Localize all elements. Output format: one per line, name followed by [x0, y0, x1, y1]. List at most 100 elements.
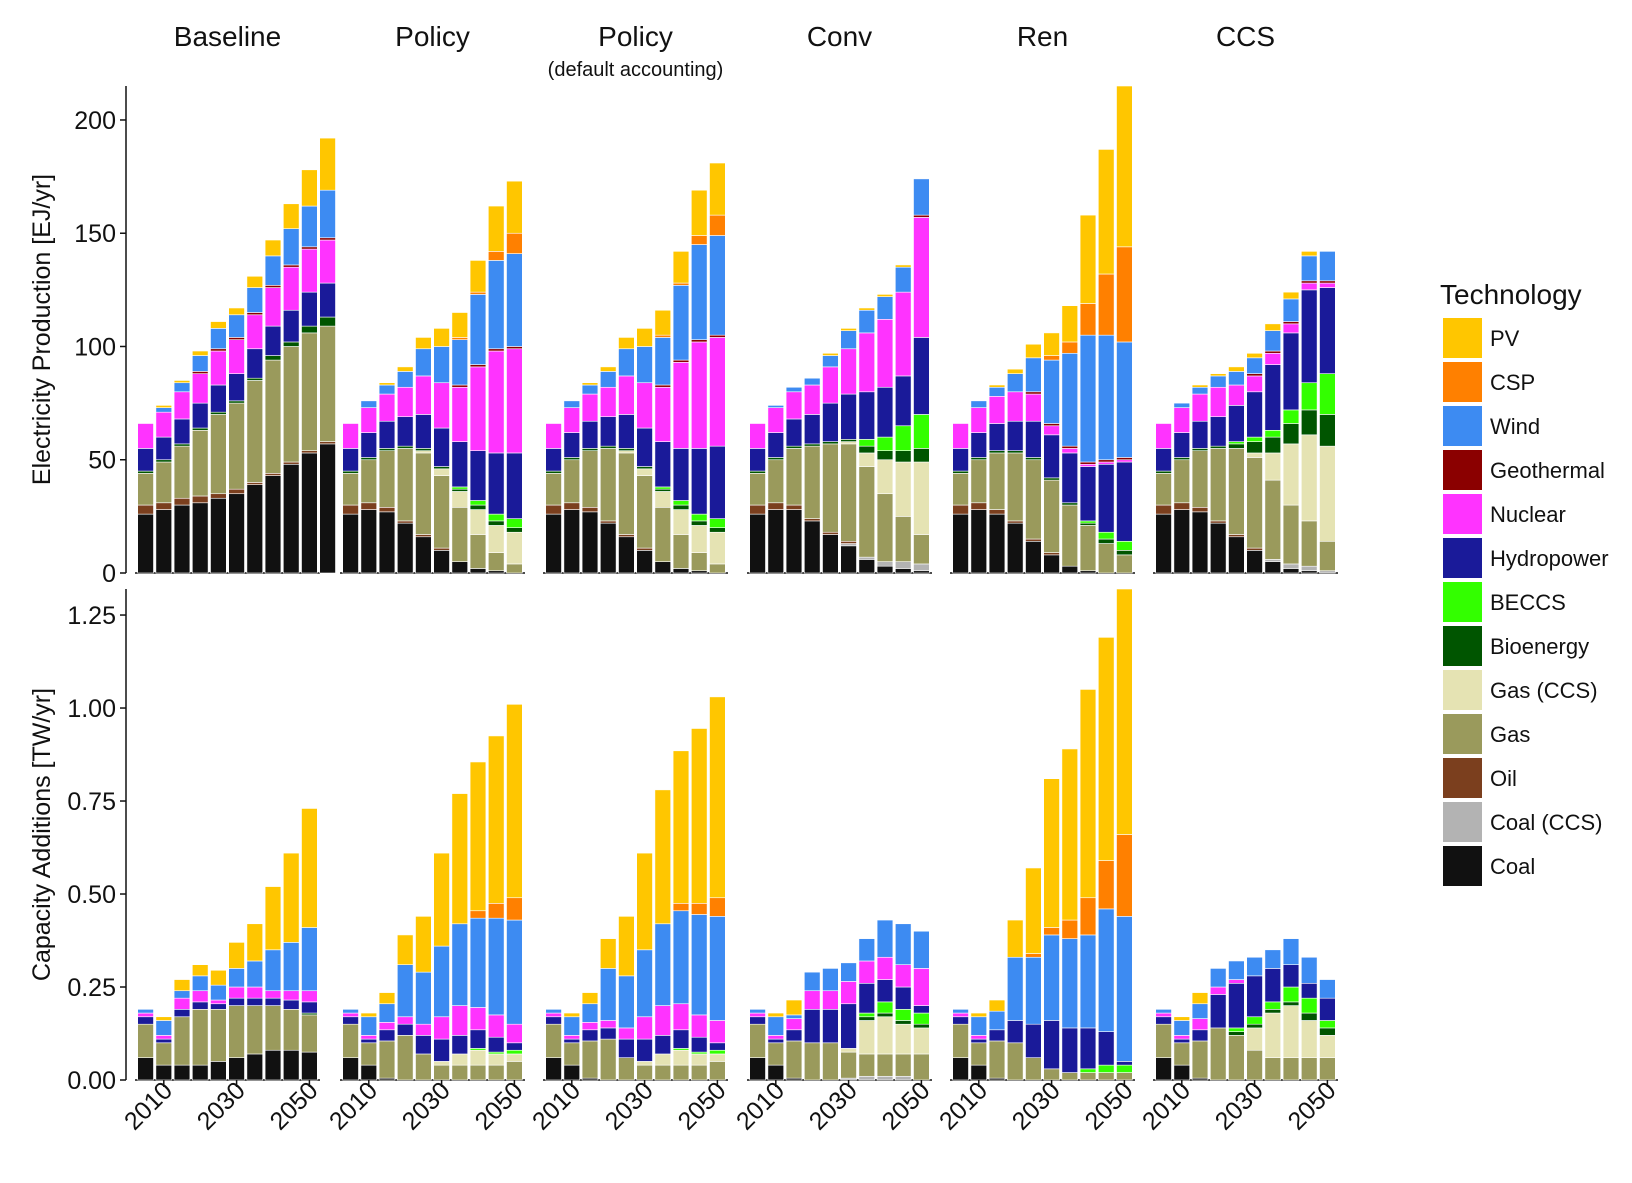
- bar-segment-policy-hydropower: [506, 1042, 523, 1051]
- legend-swatch-gas: [1443, 714, 1482, 754]
- bar-segment-policy-default-accounting-wind: [563, 1016, 581, 1036]
- bar-segment-policy-gas: [469, 1064, 487, 1081]
- bar-segment-ccs-nuclear: [1282, 323, 1300, 334]
- bar-segment-policy-default-accounting-geothermal: [709, 334, 726, 338]
- bar-segment-baseline-pv: [264, 239, 282, 257]
- bar-segment-ccs-bioenergy: [1282, 1001, 1300, 1006]
- bar-segment-baseline-coal: [173, 504, 191, 574]
- bar-segment-ren-bioenergy: [988, 450, 1006, 454]
- bar-segment-ren-bioenergy: [1098, 538, 1115, 544]
- bar-segment-conv-beccs: [876, 1001, 894, 1014]
- bar-segment-policy-default-accounting-oil: [618, 534, 635, 538]
- bar-segment-ren-beccs: [1079, 1068, 1097, 1073]
- bar-segment-policy-default-accounting-wind: [618, 348, 635, 377]
- bar-segment-policy-csp: [469, 910, 487, 919]
- x-tick-label-2030: 2030: [600, 1076, 659, 1135]
- y-tick-label: 0.75: [67, 788, 116, 816]
- bar-segment-policy-wind: [433, 346, 450, 384]
- bar-segment-policy-default-accounting-bioenergy: [581, 448, 599, 451]
- bar-segment-ren-hydropower: [988, 1029, 1006, 1042]
- bar-segment-baseline-bioenergy: [264, 355, 282, 361]
- bar-segment-policy-default-accounting-nuclear: [581, 393, 599, 422]
- bar-segment-baseline-geothermal: [301, 246, 318, 250]
- bar-segment-ccs-wind: [1246, 956, 1263, 977]
- y-tick-label: 0.50: [67, 881, 116, 909]
- bar-segment-ren-gas: [1006, 452, 1024, 522]
- bar-segment-conv-nuclear: [822, 990, 839, 1010]
- bar-segment-ccs-gas: [1246, 1049, 1263, 1081]
- bar-segment-policy-default-accounting-bioenergy: [545, 470, 562, 474]
- bar-segment-policy-default-accounting-hydropower: [563, 432, 581, 458]
- bar-segment-conv-nuclear: [840, 981, 857, 1005]
- bar-segment-conv-coal-ccs: [894, 1075, 912, 1081]
- bar-segment-ccs-nuclear: [1228, 384, 1245, 406]
- bar-segment-policy-nuclear: [487, 1014, 505, 1038]
- bar-segment-baseline-hydropower: [137, 1016, 154, 1025]
- bar-segment-ren-csp: [1025, 953, 1042, 958]
- bar-segment-baseline-bioenergy: [173, 443, 191, 447]
- bar-segment-conv-hydropower: [858, 982, 876, 1014]
- bar-segment-baseline-gas: [264, 359, 282, 474]
- bar-segment-ren-bioenergy: [1043, 477, 1060, 481]
- bar-segment-policy-default-accounting-gas: [654, 1064, 672, 1081]
- bar-segment-ren-hydropower: [1025, 420, 1042, 458]
- bar-segment-ren-geothermal: [1043, 423, 1060, 427]
- bar-segment-baseline-gas: [155, 1042, 172, 1066]
- bar-segment-ccs-gas: [1173, 1042, 1191, 1066]
- bar-segment-ren-gas: [1043, 479, 1060, 553]
- bar-segment-ren-beccs: [1116, 540, 1133, 551]
- bar-segment-baseline-nuclear: [282, 990, 300, 1001]
- bar-segment-ccs-beccs: [1264, 1001, 1282, 1010]
- bar-segment-policy-beccs: [451, 486, 468, 490]
- bar-segment-conv-hydropower: [749, 1016, 766, 1025]
- bar-segment-ccs-beccs: [1301, 382, 1318, 411]
- bar-segment-conv-bioenergy: [876, 1012, 894, 1018]
- bar-segment-conv-wind: [858, 938, 876, 962]
- bar-segment-policy-default-accounting-wind: [599, 968, 617, 1021]
- bar-segment-ccs-wind: [1301, 255, 1318, 282]
- bar-segment-ren-pv: [1061, 305, 1079, 343]
- bar-segment-conv-pv: [876, 294, 894, 297]
- bar-segment-conv-wind: [803, 377, 821, 386]
- bar-segment-conv-pv: [894, 264, 912, 268]
- bar-segment-ccs-pv: [1264, 323, 1282, 331]
- bar-segment-ccs-bioenergy: [1173, 457, 1191, 461]
- bar-segment-baseline-nuclear: [137, 423, 154, 449]
- bar-segment-policy-oil: [433, 547, 450, 551]
- bar-segment-baseline-gas: [301, 332, 318, 451]
- bar-segment-ccs-bioenergy: [1228, 443, 1245, 449]
- bar-segment-baseline-hydropower: [155, 1038, 172, 1044]
- bar-segment-baseline-geothermal: [192, 371, 209, 374]
- bar-segment-ccs-nuclear: [1264, 352, 1282, 365]
- bar-segment-baseline-bioenergy: [282, 341, 300, 347]
- bar-segment-ccs-geothermal: [1301, 280, 1318, 284]
- bar-segment-ren-wind: [970, 1016, 988, 1036]
- bar-segment-conv-oil: [840, 540, 857, 544]
- x-tick-label-2030: 2030: [397, 1076, 456, 1135]
- bar-segment-policy-default-accounting-gas: [618, 452, 635, 535]
- bar-segment-ren-coal: [1061, 565, 1079, 574]
- bar-segment-policy-nuclear: [415, 1023, 432, 1036]
- x-tick-label-2010: 2010: [1137, 1076, 1196, 1135]
- bar-segment-ren-wind: [1061, 352, 1079, 447]
- bar-segment-conv-wind: [894, 923, 912, 965]
- bar-segment-ccs-gas-ccs: [1282, 1005, 1300, 1058]
- bar-segment-policy-default-accounting-nuclear: [545, 423, 562, 449]
- facet-title-policy-default-accounting: Policy: [598, 21, 673, 52]
- bar-segment-ccs-oil: [1228, 534, 1245, 538]
- bar-segment-conv-hydropower: [803, 1009, 821, 1044]
- bar-segment-ren-hydropower: [1079, 466, 1097, 522]
- bar-segment-policy-wind: [415, 348, 432, 377]
- x-tick-label-2050: 2050: [265, 1076, 324, 1135]
- bar-segment-ren-geothermal: [1116, 457, 1133, 461]
- bar-segment-ren-wind: [1116, 916, 1133, 1062]
- bar-segment-policy-gas: [415, 452, 432, 535]
- bar-segment-ccs-beccs: [1246, 1016, 1263, 1025]
- bar-segment-baseline-pv: [155, 405, 172, 408]
- bar-segment-conv-gas-ccs: [840, 1048, 857, 1053]
- bar-segment-baseline-oil: [210, 493, 227, 499]
- bar-segment-conv-coal: [894, 568, 912, 574]
- bar-segment-policy-pv: [433, 852, 450, 947]
- bar-segment-policy-hydropower: [433, 427, 450, 467]
- bar-segment-ccs-hydropower: [1246, 975, 1263, 1018]
